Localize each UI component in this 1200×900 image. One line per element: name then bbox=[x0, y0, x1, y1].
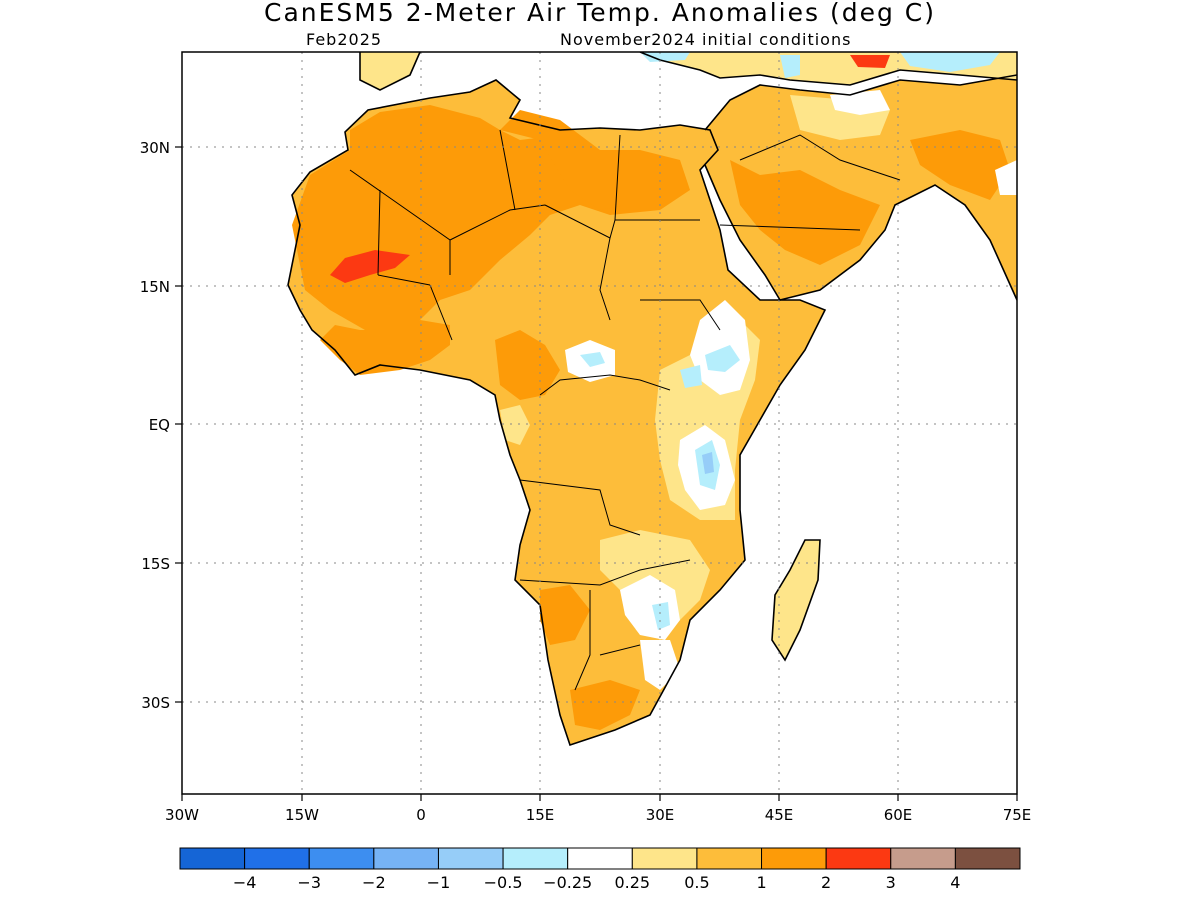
lon-label: 30W bbox=[165, 806, 199, 824]
tick-marks bbox=[175, 146, 1018, 801]
anomaly-cool-nw bbox=[640, 52, 690, 62]
lat-label: 30N bbox=[140, 139, 170, 157]
colorbar-swatch bbox=[179, 847, 246, 870]
anomaly-strong-central bbox=[495, 330, 560, 400]
anomaly-neutral-caucasus bbox=[830, 90, 890, 115]
colorbar-swatch bbox=[308, 847, 375, 870]
colorbar-swatch bbox=[825, 847, 892, 870]
initial-conditions: November2024 initial conditions bbox=[560, 30, 852, 49]
colorbar-label: 4 bbox=[950, 873, 960, 892]
anomaly-hot-caspian bbox=[850, 55, 890, 68]
colorbar-label: 0.25 bbox=[614, 873, 650, 892]
lon-label: 15W bbox=[285, 806, 319, 824]
anomaly-slight-gabon bbox=[500, 405, 530, 445]
colorbar-label: −4 bbox=[233, 873, 257, 892]
colorbar-swatch bbox=[954, 847, 1021, 870]
country-borders bbox=[349, 129, 901, 691]
anomaly-neutral-pakistan bbox=[995, 160, 1017, 195]
forecast-month: Feb2025 bbox=[306, 30, 383, 49]
chart-title: CanESM5 2-Meter Air Temp. Anomalies (deg… bbox=[264, 0, 936, 27]
anomaly-cool-zimbabwe bbox=[652, 602, 670, 630]
colorbar-swatch bbox=[373, 847, 439, 870]
lon-label: 75E bbox=[1003, 806, 1032, 824]
lat-label: 15N bbox=[140, 278, 170, 296]
lon-label: 15E bbox=[526, 806, 555, 824]
anomaly-cool-lake-victoria bbox=[680, 365, 702, 388]
lon-label: 0 bbox=[416, 806, 426, 824]
colorbar bbox=[179, 847, 1021, 870]
anomaly-strong-arabia bbox=[730, 160, 880, 265]
colorbar-label: −0.25 bbox=[543, 873, 592, 892]
colorbar-swatch bbox=[502, 847, 569, 870]
colorbar-swatch bbox=[244, 847, 310, 870]
lon-labels: 30W 15W 0 15E 30E 45E 60E 75E bbox=[165, 806, 1031, 824]
madagascar bbox=[772, 540, 820, 660]
europe-strip bbox=[360, 52, 1017, 90]
map-frame bbox=[181, 51, 1018, 795]
colorbar-label: 1 bbox=[756, 873, 766, 892]
anomaly-cool-asia bbox=[900, 52, 1000, 72]
anomaly-strong-south bbox=[570, 680, 640, 730]
colorbar-swatch bbox=[567, 847, 633, 870]
colorbar-swatch bbox=[696, 847, 763, 870]
anomaly-strong-angola bbox=[540, 585, 590, 645]
lon-label: 30E bbox=[646, 806, 675, 824]
colorbar-swatch bbox=[890, 847, 956, 870]
lat-label: EQ bbox=[149, 416, 170, 434]
anomaly-strong-northeast bbox=[500, 110, 650, 210]
colorbar-swatch bbox=[437, 847, 504, 870]
coastlines bbox=[287, 52, 1017, 747]
map-gridlines bbox=[182, 52, 1017, 794]
colorbar-label: 2 bbox=[821, 873, 831, 892]
lon-label: 45E bbox=[765, 806, 794, 824]
lat-label: 30S bbox=[141, 694, 170, 712]
colorbar-label: −2 bbox=[362, 873, 386, 892]
anomaly-fields bbox=[287, 52, 1017, 747]
anomaly-neutral-mediterranean bbox=[420, 52, 700, 120]
colorbar-label: −1 bbox=[427, 873, 451, 892]
lat-labels: 30N 15N EQ 15S 30S bbox=[140, 139, 170, 712]
anomaly-hotspot-mali bbox=[330, 250, 410, 283]
lon-label: 60E bbox=[884, 806, 913, 824]
colorbar-label: −0.5 bbox=[484, 873, 523, 892]
colorbar-label: −3 bbox=[297, 873, 321, 892]
colorbar-label: 3 bbox=[886, 873, 896, 892]
colorbar-label: 0.5 bbox=[684, 873, 709, 892]
colorbar-labels: −4 −3 −2 −1 −0.5 −0.25 0.25 0.5 1 2 3 4 bbox=[233, 873, 961, 892]
anomaly-neutral-ethiopia bbox=[690, 300, 750, 395]
anomaly-cool-caspian bbox=[780, 55, 800, 78]
anomaly-cool-kenya-core bbox=[702, 452, 714, 474]
colorbar-swatch bbox=[631, 847, 698, 870]
lat-label: 15S bbox=[141, 555, 170, 573]
anomaly-cool-ethiopia bbox=[705, 345, 740, 372]
anomaly-strong-west-africa bbox=[320, 320, 450, 375]
anomaly-cool-car bbox=[580, 352, 605, 367]
colorbar-swatch bbox=[761, 847, 827, 870]
